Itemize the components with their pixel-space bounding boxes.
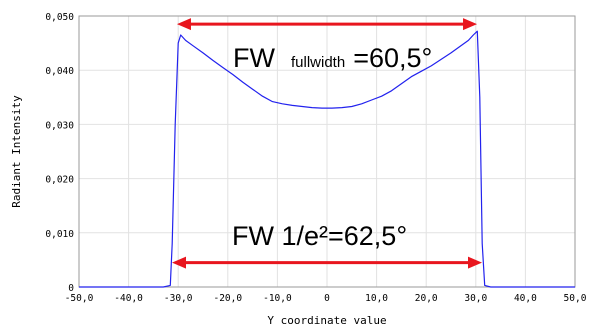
fullwidth-prefix: FW <box>233 43 275 73</box>
x-tick-label: -30,0 <box>164 293 193 304</box>
x-tick-label: -20,0 <box>213 293 242 304</box>
fw-1e2-arrow-left-head <box>172 256 186 269</box>
y-tick-label: 0,020 <box>45 175 74 186</box>
x-tick-label: 50,0 <box>564 293 587 304</box>
y-tick-label: 0,010 <box>45 229 74 240</box>
y-tick-label: 0,040 <box>45 66 74 77</box>
y-tick-label: 0,030 <box>45 120 74 131</box>
intensity-line <box>79 30 575 288</box>
plot-frame <box>78 15 576 288</box>
x-tick-label: -10,0 <box>263 293 292 304</box>
fullwidth-arrow-left-head <box>176 18 191 31</box>
fullwidth-annotation: FW fullwidth =60,5° <box>233 43 432 73</box>
fullwidth-subscript: fullwidth <box>291 54 345 71</box>
y-tick-label: 0,050 <box>45 12 74 23</box>
x-tick-label: 40,0 <box>514 293 537 304</box>
x-tick-label: 0 <box>324 293 330 304</box>
x-axis-title: Y coordinate value <box>267 314 386 327</box>
series-layer <box>79 30 575 288</box>
fullwidth-arrow-right-head <box>463 18 478 31</box>
x-tick-label: 30,0 <box>464 293 487 304</box>
fw-1e2-annotation: FW 1/e²=62,5° <box>232 221 407 251</box>
y-tick-label: 0 <box>68 283 74 294</box>
x-tick-label: -50,0 <box>65 293 94 304</box>
x-tick-label: -40,0 <box>114 293 143 304</box>
x-tick-label: 20,0 <box>415 293 438 304</box>
tick-labels: -50,0 -40,0 -30,0 -20,0 -10,0 0 10,0 20,0 30,0 40… <box>45 12 586 304</box>
x-tick-label: 10,0 <box>365 293 388 304</box>
fullwidth-value: =60,5° <box>353 43 432 73</box>
fw-1e2-arrow-right-head <box>468 256 482 269</box>
y-axis-title: Radiant Intensity <box>10 95 23 208</box>
annotation-arrows <box>172 18 482 269</box>
